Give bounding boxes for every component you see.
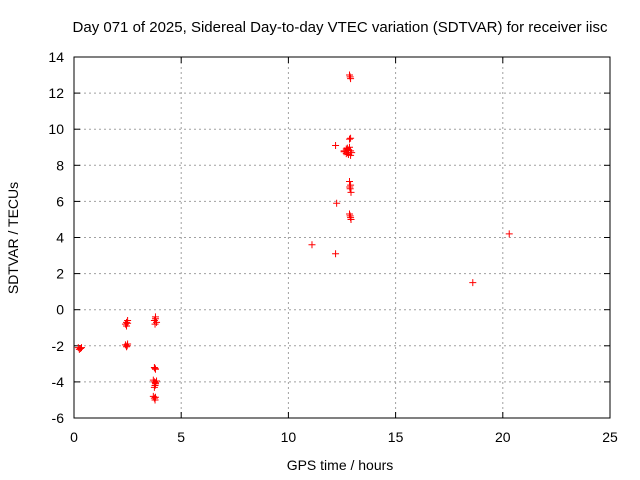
data-point (308, 241, 316, 249)
y-tick-label: 2 (56, 266, 64, 282)
data-point (340, 148, 348, 156)
data-point (347, 134, 355, 142)
data-point (346, 135, 354, 143)
x-tick-label: 0 (70, 429, 78, 445)
data-point (151, 313, 159, 321)
y-tick-label: -6 (52, 410, 65, 426)
y-tick-label: 4 (56, 230, 64, 246)
data-point (124, 319, 132, 327)
plot-frame (73, 56, 611, 419)
data-point (151, 379, 159, 387)
y-tick-label: 14 (48, 49, 64, 65)
y-tick-label: 0 (56, 302, 64, 318)
data-point (151, 320, 159, 328)
data-point (332, 250, 340, 258)
chart-title: Day 071 of 2025, Sidereal Day-to-day VTE… (73, 19, 608, 36)
data-point (505, 230, 513, 238)
data-point (332, 141, 340, 149)
data-point (78, 344, 86, 352)
y-tick-label: 10 (48, 121, 64, 137)
data-point (153, 318, 161, 326)
data-point (347, 151, 355, 159)
data-point (153, 377, 161, 385)
y-tick-label: -2 (52, 338, 65, 354)
data-point (469, 279, 477, 287)
data-point (346, 183, 354, 191)
data-point (123, 342, 131, 350)
data-point (151, 364, 159, 372)
data-point (150, 363, 158, 371)
data-point (344, 146, 352, 154)
grid (74, 57, 610, 418)
data-point (346, 210, 354, 218)
data-point (347, 215, 355, 223)
y-axis-label: SDTVAR / TECUs (5, 182, 21, 294)
x-tick-label: 5 (177, 429, 185, 445)
y-tick-label: 8 (56, 157, 64, 173)
y-tick-label: 6 (56, 193, 64, 209)
x-tick-label: 20 (495, 429, 511, 445)
x-tick-label: 15 (388, 429, 404, 445)
x-tick-label: 10 (281, 429, 297, 445)
data-points (74, 71, 513, 404)
data-point (343, 144, 351, 152)
data-point (150, 394, 158, 402)
data-point (333, 199, 341, 207)
y-tick-label: 12 (48, 85, 64, 101)
data-point (346, 73, 354, 81)
x-axis-label: GPS time / hours (287, 457, 394, 473)
data-point (347, 188, 355, 196)
data-point (76, 345, 84, 353)
data-point (346, 71, 354, 79)
data-point (151, 396, 159, 404)
x-tick-label: 25 (602, 429, 618, 445)
y-tick-labels: -6 -4 -2 0 2 4 6 8 10 12 14 (48, 49, 64, 426)
y-tick-label: -4 (52, 374, 65, 390)
data-point (150, 383, 158, 391)
x-tick-labels: 0 5 10 15 20 25 (70, 429, 618, 445)
data-point (346, 212, 354, 220)
